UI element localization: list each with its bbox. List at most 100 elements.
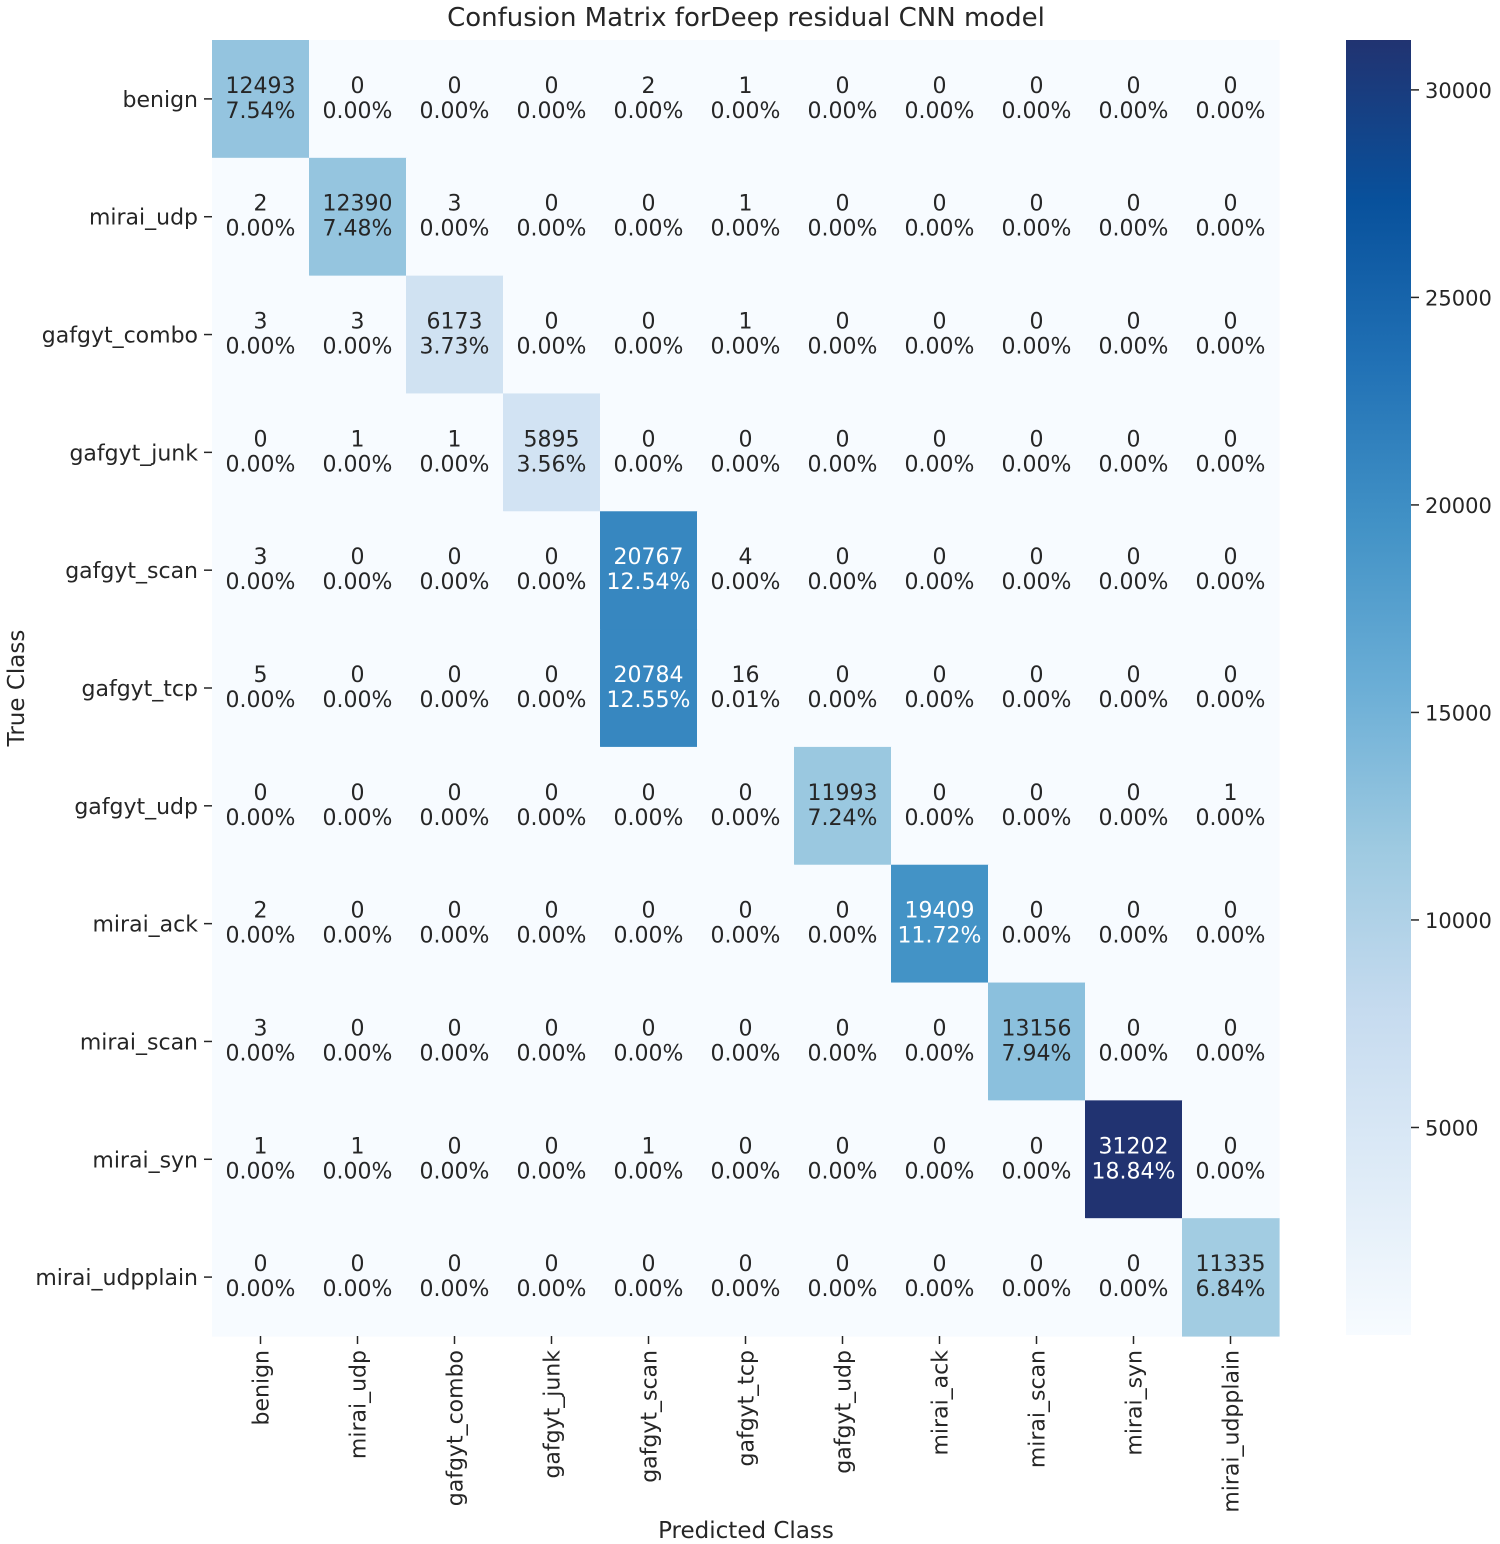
heatmap-cell: [1182, 275, 1280, 395]
cell-percent-label: 0.00%: [808, 99, 878, 124]
cell-percent-label: 0.00%: [226, 688, 296, 713]
heatmap-cell: [988, 157, 1086, 277]
x-tick-label: mirai_udpplain: [1220, 1350, 1245, 1513]
cell-count-label: 0: [545, 781, 559, 806]
heatmap-cell: [212, 1100, 310, 1219]
y-tick-label: gafgyt_tcp: [82, 677, 199, 702]
heatmap-cell: [794, 1100, 892, 1219]
y-tick-label: gafgyt_junk: [69, 441, 198, 466]
heatmap-cell: [697, 393, 795, 512]
cell-count-label: 0: [1127, 427, 1141, 452]
cell-percent-label: 0.00%: [1196, 99, 1266, 124]
cell-count-label: 5: [254, 663, 268, 688]
cell-count-label: 11993: [808, 781, 878, 806]
cell-percent-label: 0.00%: [1196, 924, 1266, 949]
cell-percent-label: 0.00%: [517, 335, 587, 360]
cell-percent-label: 0.00%: [905, 570, 975, 595]
heatmap-cell: [1182, 746, 1280, 866]
cell-count-label: 0: [1127, 781, 1141, 806]
colorbar-tick-label: 10000: [1425, 909, 1492, 933]
cell-count-label: 0: [254, 1252, 268, 1277]
cell-percent-label: 3.73%: [420, 335, 490, 360]
cell-count-label: 0: [448, 781, 462, 806]
heatmap-cell: [1085, 1100, 1183, 1219]
colorbar-tick-label: 30000: [1425, 79, 1492, 103]
heatmap-cell: [212, 1218, 310, 1337]
cell-count-label: 20767: [614, 545, 684, 570]
cell-count-label: 0: [933, 663, 947, 688]
cell-count-label: 0: [254, 781, 268, 806]
cell-percent-label: 0.00%: [1002, 570, 1072, 595]
heatmap-cell: [503, 40, 601, 159]
cell-count-label: 0: [1127, 1252, 1141, 1277]
cell-count-label: 0: [836, 192, 850, 217]
heatmap-cell: [309, 393, 407, 512]
y-tick-label: mirai_udp: [89, 206, 198, 231]
heatmap-cell: [600, 157, 698, 277]
cell-count-label: 0: [448, 1016, 462, 1041]
cell-percent-label: 0.00%: [1099, 217, 1169, 242]
heatmap-cell: [988, 1100, 1086, 1219]
cell-percent-label: 0.00%: [1002, 217, 1072, 242]
cell-count-label: 0: [1030, 427, 1044, 452]
cell-percent-label: 0.00%: [323, 1277, 393, 1302]
heatmap-cell: [600, 393, 698, 512]
heatmap-cell: [212, 746, 310, 866]
cell-percent-label: 0.00%: [808, 335, 878, 360]
x-tick-label: gafgyt_tcp: [735, 1350, 760, 1467]
cell-percent-label: 0.00%: [323, 1041, 393, 1066]
cell-percent-label: 0.00%: [517, 924, 587, 949]
cell-count-label: 0: [933, 781, 947, 806]
cell-percent-label: 0.00%: [808, 688, 878, 713]
heatmap-cell: [1085, 511, 1183, 630]
cell-percent-label: 0.00%: [517, 1159, 587, 1184]
heatmap-cell: [794, 864, 892, 984]
cell-percent-label: 0.00%: [905, 1041, 975, 1066]
cell-percent-label: 0.00%: [517, 1041, 587, 1066]
cell-percent-label: 0.00%: [420, 924, 490, 949]
cell-percent-label: 0.00%: [905, 688, 975, 713]
heatmap-cell: [891, 864, 989, 984]
cell-count-label: 0: [351, 781, 365, 806]
cell-percent-label: 0.00%: [614, 452, 684, 477]
heatmap-cell: [794, 1218, 892, 1337]
heatmap-cell: [1085, 40, 1183, 159]
cell-count-label: 0: [933, 74, 947, 99]
heatmap-cell: [794, 157, 892, 277]
heatmap-cell: [988, 1218, 1086, 1337]
heatmap-cell: [697, 275, 795, 395]
cell-percent-label: 0.00%: [905, 452, 975, 477]
heatmap-cell: [503, 1218, 601, 1337]
cell-percent-label: 0.00%: [1002, 924, 1072, 949]
cell-count-label: 0: [1224, 1016, 1238, 1041]
cell-percent-label: 0.00%: [1196, 452, 1266, 477]
cell-percent-label: 0.00%: [1002, 1277, 1072, 1302]
cell-count-label: 1: [739, 74, 753, 99]
heatmap-cell: [988, 746, 1086, 866]
cell-percent-label: 0.00%: [614, 335, 684, 360]
cell-percent-label: 0.00%: [323, 806, 393, 831]
heatmap-cell: [697, 629, 795, 748]
cell-count-label: 11335: [1196, 1252, 1266, 1277]
cell-count-label: 0: [1127, 545, 1141, 570]
cell-count-label: 0: [642, 1252, 656, 1277]
heatmap-cell: [600, 1100, 698, 1219]
cell-count-label: 0: [1224, 192, 1238, 217]
cell-count-label: 0: [1127, 1016, 1141, 1041]
cell-percent-label: 0.00%: [323, 688, 393, 713]
cell-percent-label: 0.00%: [517, 1277, 587, 1302]
cell-count-label: 3: [254, 310, 268, 335]
heatmap-cell: [891, 157, 989, 277]
heatmap-cell: [1085, 1218, 1183, 1337]
cell-percent-label: 0.00%: [711, 806, 781, 831]
cell-percent-label: 0.00%: [323, 99, 393, 124]
cell-percent-label: 0.00%: [1002, 99, 1072, 124]
cell-count-label: 0: [351, 899, 365, 924]
cell-count-label: 0: [1224, 545, 1238, 570]
cell-count-label: 1: [739, 192, 753, 217]
cell-percent-label: 0.00%: [1196, 570, 1266, 595]
cell-percent-label: 0.00%: [711, 99, 781, 124]
heatmap-cell: [309, 629, 407, 748]
heatmap-cell: [212, 511, 310, 630]
cell-percent-label: 0.00%: [323, 1159, 393, 1184]
